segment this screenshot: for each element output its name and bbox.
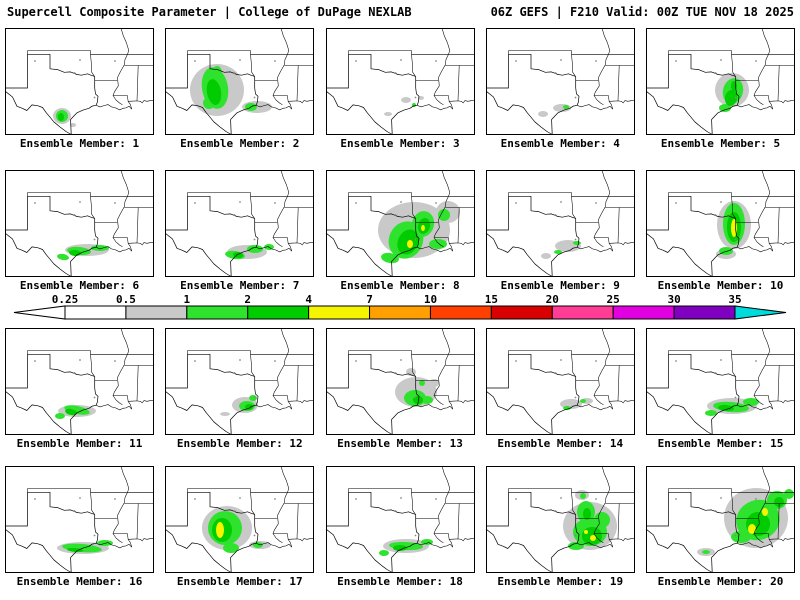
- ensemble-panel-7: Ensemble Member: 7: [165, 170, 315, 292]
- ensemble-map: [325, 28, 475, 135]
- member-row-3: Ensemble Member: 11 Ensemble Member: 12 En…: [5, 328, 795, 450]
- header: Supercell Composite Parameter | College …: [7, 5, 794, 19]
- ensemble-map: [5, 328, 154, 435]
- colorbar-segment: [429, 305, 492, 320]
- ensemble-map: [5, 466, 154, 573]
- ensemble-map: [646, 170, 795, 277]
- colorbar-scale: 0.25 0.5 1 2 4 7 10 15 20 25 30 35: [13, 293, 787, 320]
- colorbar-tick: 0.25: [52, 293, 79, 306]
- colorbar-tick: 35: [728, 293, 741, 306]
- colorbar-tick: 1: [184, 293, 191, 306]
- ensemble-map: [485, 328, 635, 435]
- ensemble-member-label: Ensemble Member: 12: [176, 437, 303, 450]
- ensemble-panel-19: Ensemble Member: 19: [485, 466, 635, 588]
- ensemble-map: [165, 170, 315, 277]
- ensemble-panel-4: Ensemble Member: 4: [485, 28, 635, 150]
- ensemble-panel-20: Ensemble Member: 20: [646, 466, 795, 588]
- ensemble-map: [5, 170, 154, 277]
- ensemble-panel-9: Ensemble Member: 9: [485, 170, 635, 292]
- ensemble-panel-11: Ensemble Member: 11: [5, 328, 154, 450]
- ensemble-member-label: Ensemble Member: 11: [16, 437, 143, 450]
- member-row-4: Ensemble Member: 16 Ensemble Member: 17 En…: [5, 466, 795, 588]
- ensemble-map: [325, 170, 475, 277]
- colorbar-segment: [612, 305, 675, 320]
- ensemble-member-label: Ensemble Member: 8: [340, 279, 460, 292]
- colorbar-tick: 20: [546, 293, 559, 306]
- ensemble-member-label: Ensemble Member: 5: [660, 137, 781, 150]
- colorbar-segment: [673, 305, 736, 320]
- ensemble-panel-2: Ensemble Member: 2: [165, 28, 315, 150]
- colorbar-right-arrow: [734, 305, 787, 320]
- ensemble-map: [646, 328, 795, 435]
- ensemble-panel-16: Ensemble Member: 16: [5, 466, 154, 588]
- colorbar: 0.25 0.5 1 2 4 7 10 15 20 25 30 35: [10, 293, 790, 325]
- ensemble-member-label: Ensemble Member: 3: [340, 137, 460, 150]
- colorbar-tick: 7: [366, 293, 373, 306]
- colorbar-segment: [64, 305, 127, 320]
- product-title: Supercell Composite Parameter | College …: [7, 5, 412, 19]
- run-valid-info: 06Z GEFS | F210 Valid: 00Z TUE NOV 18 20…: [490, 5, 794, 19]
- ensemble-map: [165, 466, 315, 573]
- ensemble-member-label: Ensemble Member: 10: [657, 279, 784, 292]
- ensemble-member-label: Ensemble Member: 19: [497, 575, 624, 588]
- ensemble-member-label: Ensemble Member: 9: [500, 279, 620, 292]
- ensemble-panel-18: Ensemble Member: 18: [325, 466, 475, 588]
- ensemble-member-label: Ensemble Member: 4: [500, 137, 620, 150]
- ensemble-panel-15: Ensemble Member: 15: [646, 328, 795, 450]
- ensemble-member-label: Ensemble Member: 20: [657, 575, 784, 588]
- colorbar-segment: [369, 305, 431, 320]
- ensemble-map: [5, 28, 154, 135]
- ensemble-map: [485, 170, 635, 277]
- ensemble-member-label: Ensemble Member: 16: [16, 575, 143, 588]
- colorbar-segment: [308, 305, 371, 320]
- ensemble-member-label: Ensemble Member: 1: [19, 137, 140, 150]
- colorbar-tick: 0.5: [116, 293, 136, 306]
- colorbar-tick: 10: [424, 293, 437, 306]
- ensemble-member-label: Ensemble Member: 18: [337, 575, 463, 588]
- ensemble-member-label: Ensemble Member: 13: [337, 437, 463, 450]
- colorbar-segment: [247, 305, 310, 320]
- ensemble-map: [325, 328, 475, 435]
- member-row-1: Ensemble Member: 1 Ensemble Member: 2 Ense…: [5, 28, 795, 150]
- ensemble-member-label: Ensemble Member: 7: [180, 279, 300, 292]
- ensemble-panel-14: Ensemble Member: 14: [485, 328, 635, 450]
- colorbar-tick: 25: [607, 293, 620, 306]
- ensemble-member-label: Ensemble Member: 2: [180, 137, 300, 150]
- ensemble-map: [165, 28, 315, 135]
- ensemble-panel-10: Ensemble Member: 10: [646, 170, 795, 292]
- ensemble-member-label: Ensemble Member: 15: [657, 437, 784, 450]
- ensemble-map: [485, 466, 635, 573]
- ensemble-panel-3: Ensemble Member: 3: [325, 28, 475, 150]
- ensemble-map: [646, 28, 795, 135]
- ensemble-member-label: Ensemble Member: 14: [497, 437, 624, 450]
- ensemble-map: [325, 466, 475, 573]
- ensemble-panel-13: Ensemble Member: 13: [325, 328, 475, 450]
- ensemble-panel-5: Ensemble Member: 5: [646, 28, 795, 150]
- ensemble-map: [485, 28, 635, 135]
- colorbar-segment: [551, 305, 614, 320]
- ensemble-panel-12: Ensemble Member: 12: [165, 328, 315, 450]
- ensemble-map: [165, 328, 315, 435]
- ensemble-member-label: Ensemble Member: 17: [176, 575, 303, 588]
- ensemble-panel-6: Ensemble Member: 6: [5, 170, 154, 292]
- ensemble-map: [646, 466, 795, 573]
- ensemble-member-label: Ensemble Member: 6: [19, 279, 140, 292]
- colorbar-segment: [186, 305, 249, 320]
- ensemble-panel-8: Ensemble Member: 8: [325, 170, 475, 292]
- colorbar-tick: 30: [667, 293, 680, 306]
- ensemble-panel-17: Ensemble Member: 17: [165, 466, 315, 588]
- member-row-2: Ensemble Member: 6 Ensemble Member: 7 Ense…: [5, 170, 795, 292]
- colorbar-segment: [490, 305, 553, 320]
- colorbar-tick: 2: [244, 293, 251, 306]
- colorbar-tick: 4: [305, 293, 312, 306]
- ensemble-panel-1: Ensemble Member: 1: [5, 28, 154, 150]
- colorbar-tick: 15: [485, 293, 498, 306]
- colorbar-segment: [125, 305, 188, 320]
- colorbar-left-arrow: [13, 305, 66, 320]
